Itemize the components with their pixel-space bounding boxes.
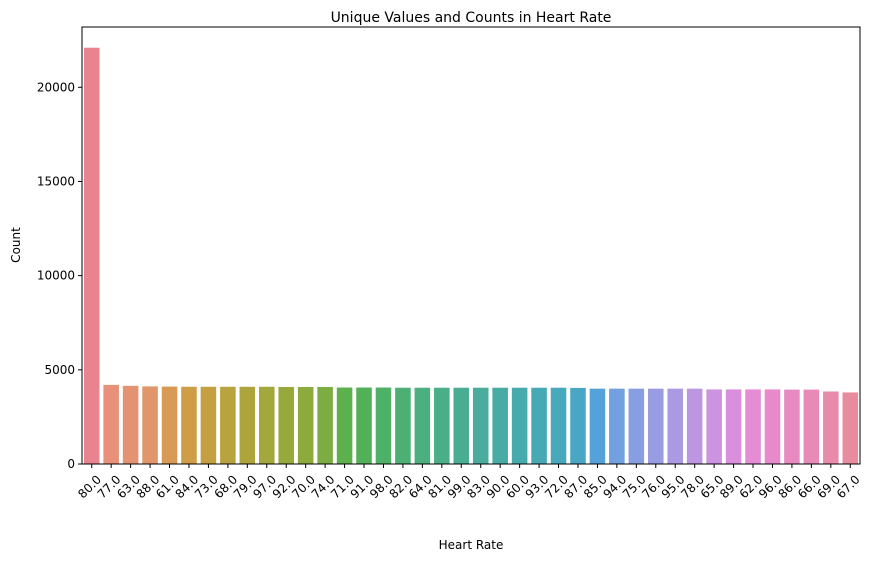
bar-61.0 [161,386,178,464]
bar-87.0 [570,387,586,464]
y-tick-label: 15000 [37,174,75,188]
bar-77.0 [103,384,119,464]
bar-67.0 [842,392,859,464]
bar-83.0 [472,387,489,464]
bar-81.0 [434,387,450,464]
bars-group [83,47,859,464]
bar-93.0 [531,387,547,464]
bar-85.0 [589,388,606,464]
bar-74.0 [317,386,333,464]
bar-69.0 [823,391,839,464]
bar-62.0 [745,389,761,464]
bar-96.0 [764,389,781,464]
bar-65.0 [706,389,722,464]
bar-64.0 [414,387,431,464]
y-tick-label: 0 [67,457,75,471]
bar-97.0 [258,386,275,464]
bar-70.0 [297,386,314,464]
y-tick-label: 20000 [37,80,75,94]
bar-82.0 [395,387,411,464]
bar-84.0 [181,386,197,464]
bar-75.0 [628,388,645,464]
bar-89.0 [725,389,742,464]
bar-76.0 [648,388,664,464]
plot-frame [81,26,861,465]
bar-63.0 [122,385,139,464]
y-axis-label: Count [9,227,23,263]
bar-86.0 [784,389,800,464]
bar-79.0 [239,386,256,464]
bar-73.0 [200,386,217,464]
bar-71.0 [336,387,353,464]
bar-95.0 [667,388,684,464]
bar-72.0 [550,387,567,464]
bar-68.0 [220,386,236,464]
bar-90.0 [492,387,508,464]
bar-94.0 [609,388,625,464]
bar-92.0 [278,386,294,464]
bar-66.0 [803,389,820,464]
bar-98.0 [375,387,392,464]
x-axis: 80.077.063.088.061.084.073.068.079.097.0… [75,464,863,501]
x-axis-label: Heart Rate [439,538,504,552]
x-tick-label: 67.0 [834,472,863,501]
y-tick-label: 10000 [37,269,75,283]
bar-88.0 [142,386,158,464]
chart-title: Unique Values and Counts in Heart Rate [331,10,612,26]
bar-99.0 [453,387,470,464]
y-tick-label: 5000 [44,363,75,377]
bar-60.0 [511,387,528,464]
y-axis: 0 5000 10000 15000 20000 [37,80,82,471]
bar-78.0 [686,388,703,464]
bar-80.0 [83,47,100,464]
bar-91.0 [356,387,372,464]
